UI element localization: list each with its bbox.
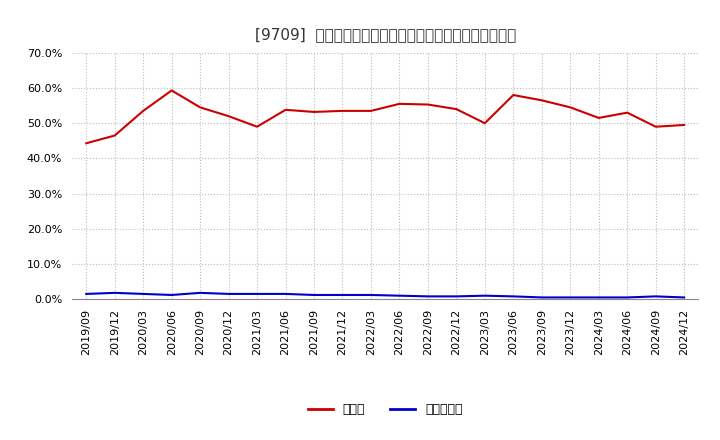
Title: [9709]  現預金、有利子負債の総資産に対する比率の推移: [9709] 現預金、有利子負債の総資産に対する比率の推移	[255, 27, 516, 42]
Legend: 現預金, 有利子負債: 現預金, 有利子負債	[302, 398, 468, 421]
